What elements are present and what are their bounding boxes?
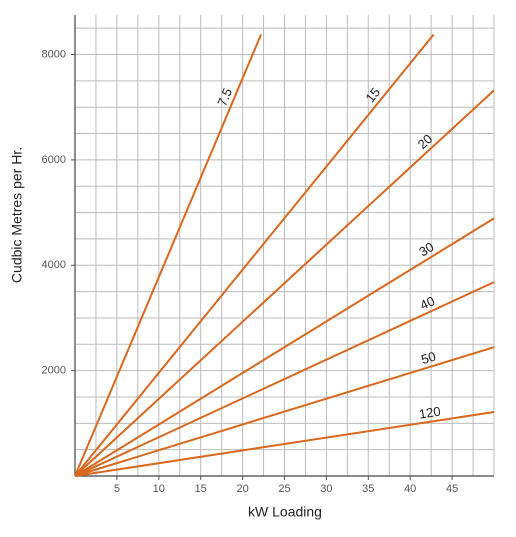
series-label: 40 [418,293,437,313]
x-tick-label: 35 [362,483,374,495]
x-tick-label: 40 [404,483,416,495]
y-tick-label: 4000 [42,259,66,271]
x-tick-label: 45 [446,483,458,495]
series-label: 50 [419,349,437,368]
x-tick-label: 15 [195,483,207,495]
series-label: 20 [415,131,436,152]
series-label: 120 [418,404,442,422]
series-line [74,34,262,477]
x-tick-label: 20 [236,483,248,495]
series-label: 30 [416,239,436,259]
x-tick-label: 5 [114,483,120,495]
y-axis-title: Cudbic Metres per Hr. [9,147,25,283]
y-tick-label: 8000 [42,48,66,60]
series-line [74,346,495,477]
x-tick-label: 25 [278,483,290,495]
y-tick-label: 6000 [42,154,66,166]
x-tick-label: 30 [320,483,332,495]
series-line [74,89,495,477]
series-label: 7.5 [214,86,235,108]
x-axis-title: kW Loading [248,504,322,520]
series-line [74,410,495,477]
series-label: 15 [362,85,383,106]
series-line [74,217,495,477]
series-line [74,281,495,477]
y-tick-label: 2000 [42,365,66,377]
x-tick-label: 10 [153,483,165,495]
series-line [74,33,435,477]
